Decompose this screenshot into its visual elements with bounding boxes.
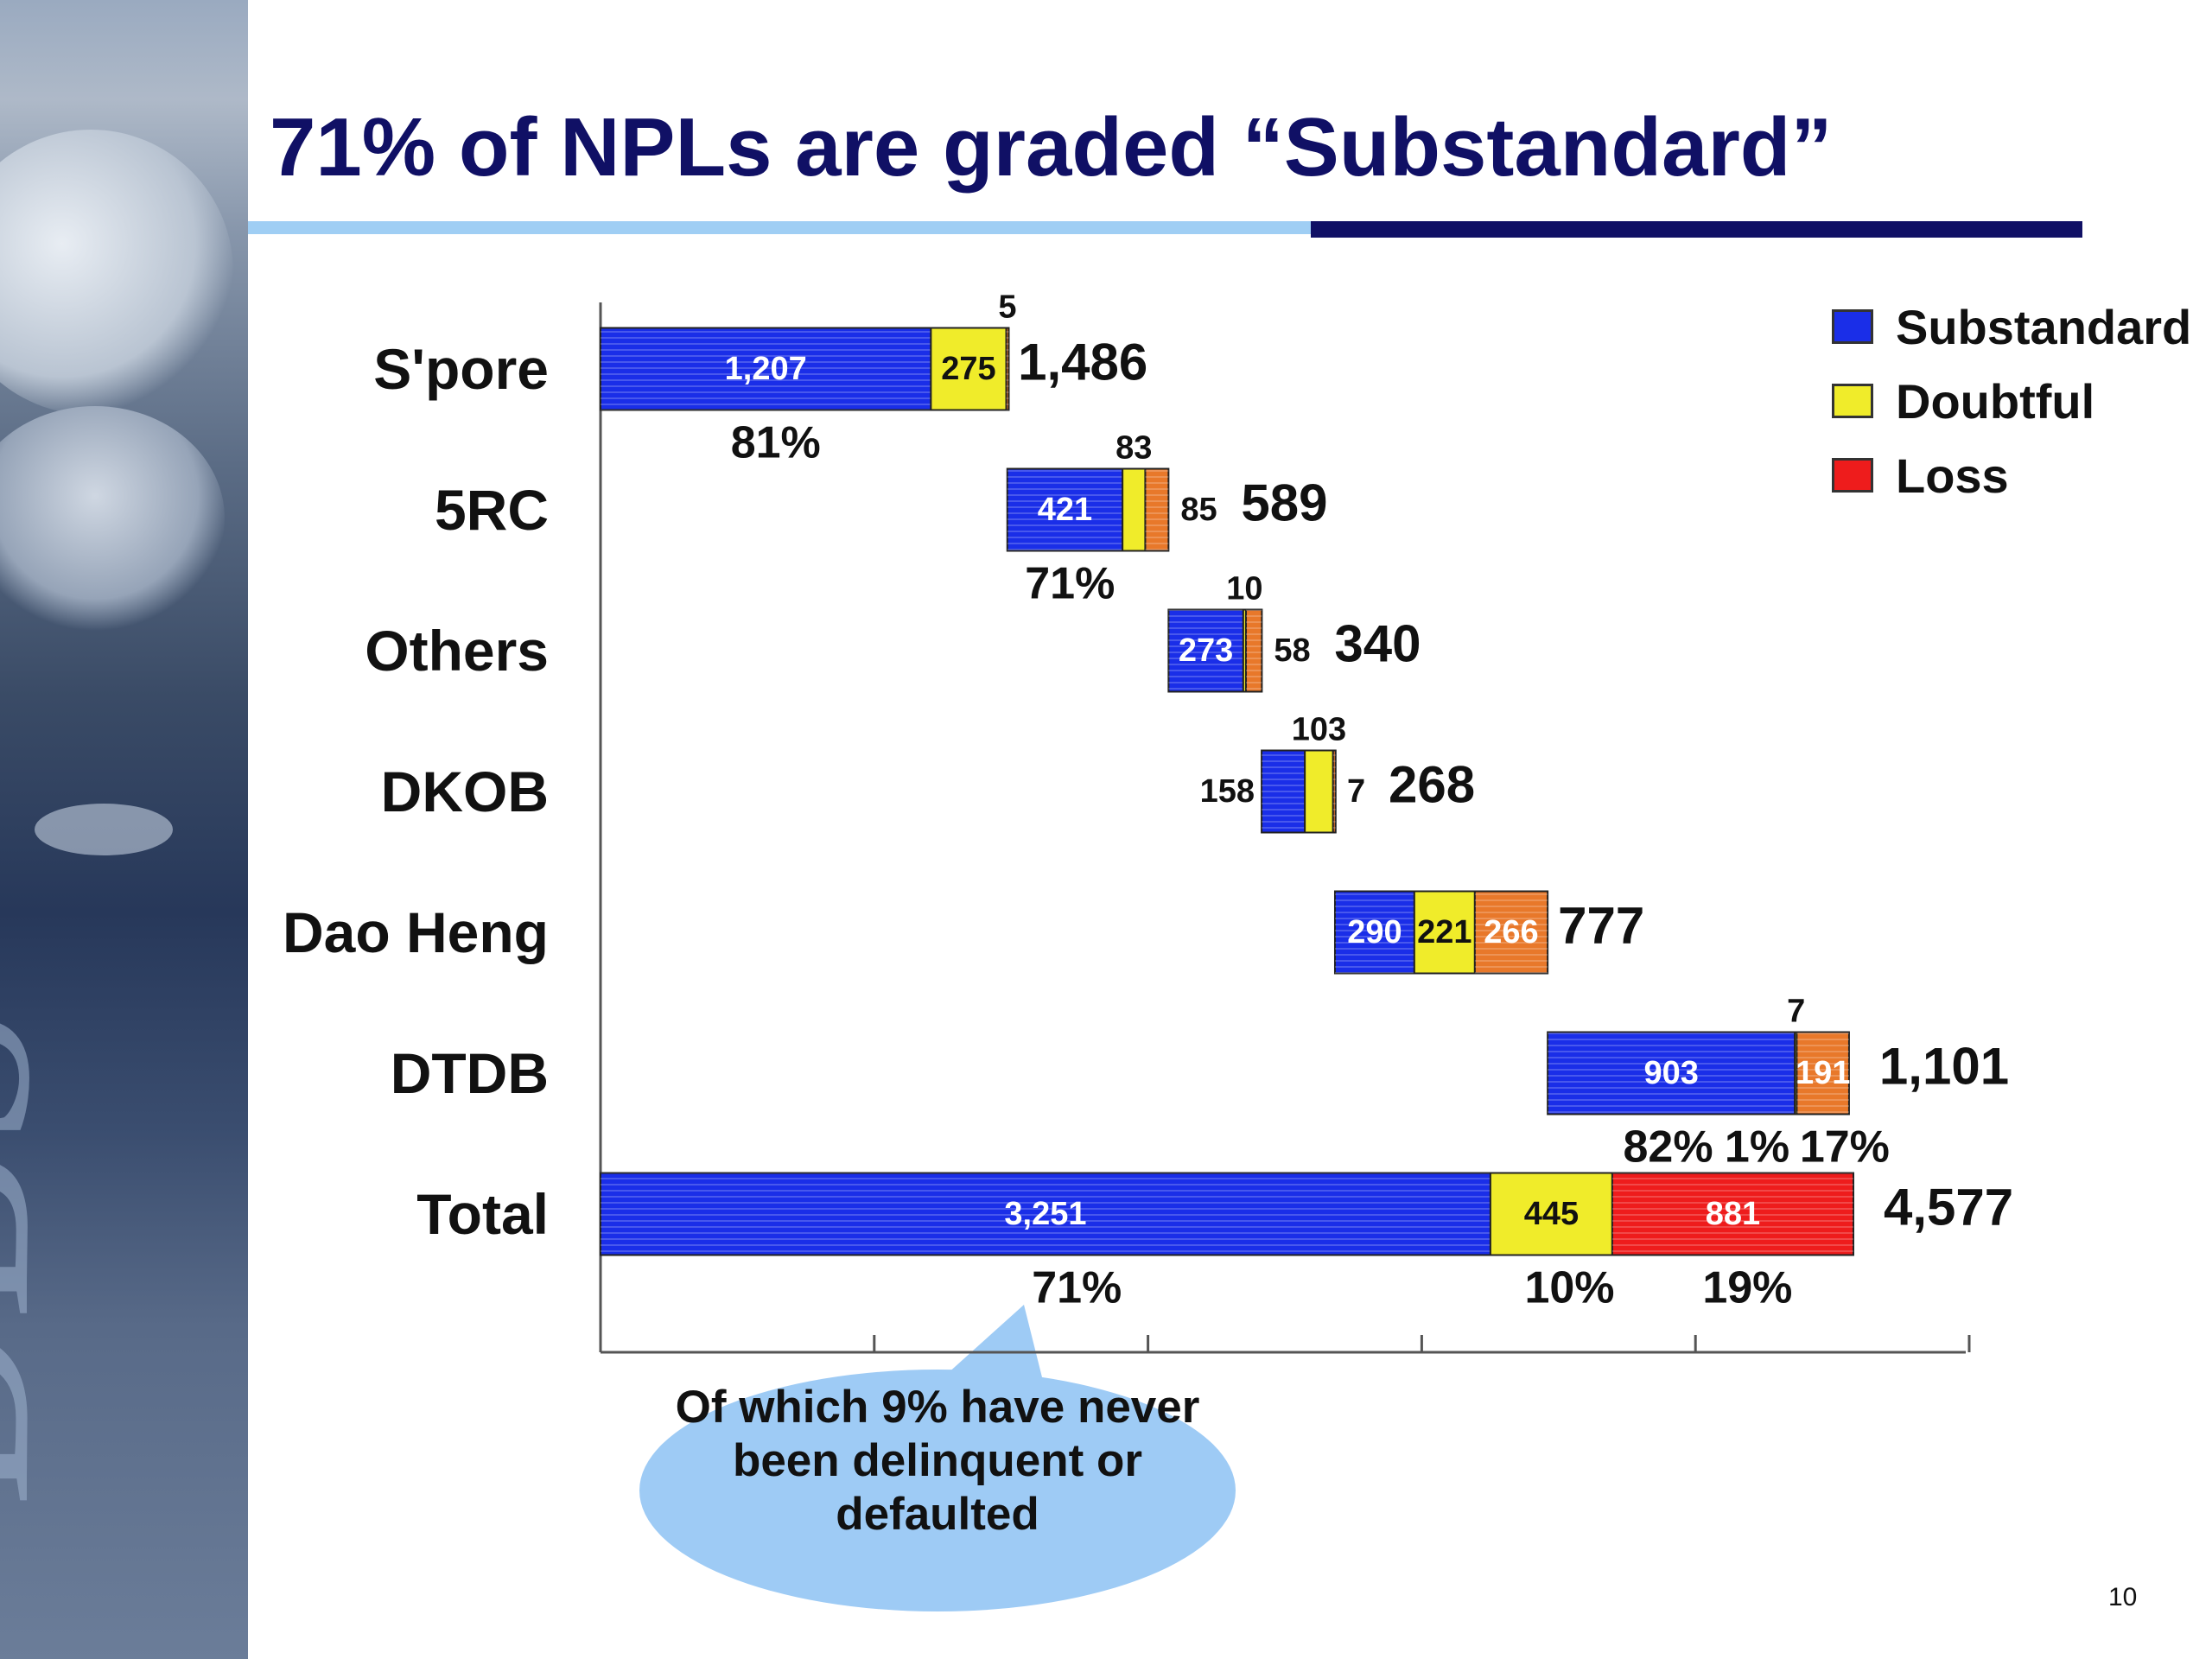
data-label: 5 <box>998 289 1016 326</box>
data-label: 290 <box>1347 914 1402 950</box>
percent-label: 82% <box>1623 1122 1713 1173</box>
bar-segment <box>1122 467 1147 552</box>
bar-segment-texture <box>1006 327 1009 410</box>
bar-segment-texture <box>1611 1173 1853 1255</box>
page-number: 10 <box>2108 1583 2138 1611</box>
data-label: 421 <box>1038 492 1092 528</box>
coin-stack-image <box>0 406 225 631</box>
category-label: DTDB <box>391 1041 549 1105</box>
data-label: 275 <box>941 351 995 387</box>
legend-swatch <box>1832 384 1873 418</box>
data-label: 158 <box>1200 773 1255 810</box>
data-label: 273 <box>1179 632 1233 669</box>
percent-label: 10% <box>1524 1263 1614 1313</box>
title-underline-dark <box>1311 221 2082 238</box>
legend-item-doubtful: Doubtful <box>1832 364 2191 438</box>
percent-label: 81% <box>731 418 821 468</box>
data-label: 445 <box>1524 1196 1579 1232</box>
legend-label: Substandard <box>1896 299 2192 354</box>
category-label: 5RC <box>435 478 549 542</box>
callout-bubble <box>639 1305 1236 1611</box>
bar-segment-texture <box>1548 1032 1796 1115</box>
bar-group-others: Others 273 10 58 340 <box>365 571 1421 693</box>
data-label: 7 <box>1787 994 1805 1030</box>
chart-legend: Substandard Doubtful Loss <box>1832 289 2191 512</box>
legend-item-loss: Loss <box>1832 438 2191 512</box>
data-label: 191 <box>1796 1055 1850 1091</box>
bar-group-5rc: 5RC 421 83 85 589 71% <box>435 430 1328 609</box>
percent-label: 17% <box>1800 1122 1890 1173</box>
data-label: 83 <box>1116 430 1152 467</box>
legend-swatch <box>1832 309 1873 344</box>
bar-segment-texture <box>1332 750 1336 833</box>
bar-segment <box>930 327 1007 411</box>
data-label: 103 <box>1292 712 1346 748</box>
data-label: 85 <box>1180 492 1217 528</box>
total-label: 589 <box>1241 474 1327 532</box>
total-label: 4,577 <box>1884 1179 2013 1236</box>
bar-segment-texture <box>601 327 931 410</box>
total-label: 268 <box>1389 756 1475 814</box>
data-label: 58 <box>1274 632 1310 669</box>
percent-label: 71% <box>1025 559 1115 609</box>
legend-label: Doubtful <box>1896 373 2095 429</box>
sidebar-highlight <box>35 804 173 855</box>
category-label: DKOB <box>381 760 549 823</box>
bar-segment-texture <box>1246 609 1262 692</box>
callout-text: Of which 9% have never been delinquent o… <box>675 1382 1200 1540</box>
data-label: 221 <box>1417 914 1471 950</box>
data-label: 1,207 <box>725 351 807 387</box>
bar-segment-texture <box>1796 1032 1849 1115</box>
bar-segment <box>1413 890 1476 975</box>
category-label: S'pore <box>373 337 549 401</box>
bar-segment-texture <box>601 1173 1491 1255</box>
bar-segment-texture <box>1168 609 1243 692</box>
percent-label: 19% <box>1702 1263 1792 1313</box>
sidebar-photo-panel: DBS <box>0 0 248 1659</box>
title-underline-light <box>248 221 1311 234</box>
bar-group-total: Total 3,251 445 881 4,577 71% 10% 19% <box>416 1172 2013 1313</box>
total-label: 1,101 <box>1879 1038 2009 1096</box>
callout-pointer <box>938 1305 1046 1391</box>
data-label: 3,251 <box>1004 1196 1086 1232</box>
bar-segment-texture <box>1145 468 1169 551</box>
data-label: 266 <box>1484 914 1538 950</box>
bar-segment-texture <box>1474 891 1548 974</box>
total-label: 777 <box>1558 897 1644 955</box>
legend-swatch <box>1832 458 1873 493</box>
percent-label: 71% <box>1032 1263 1122 1313</box>
slide-title: 71% of NPLs are graded “Substandard” <box>270 101 1833 194</box>
category-label: Others <box>365 619 549 683</box>
data-label: 7 <box>1347 773 1365 810</box>
bar-segment-texture <box>1334 891 1414 974</box>
data-label: 10 <box>1226 571 1262 607</box>
bar-group-dtdb: DTDB 903 7 191 1,101 82% 1% 17% <box>391 994 2009 1173</box>
total-label: 1,486 <box>1018 334 1147 391</box>
bar-segment <box>1304 749 1334 834</box>
bar-segment-texture <box>1262 750 1306 833</box>
bar-segment-texture <box>1007 468 1123 551</box>
legend-label: Loss <box>1896 448 2009 503</box>
data-label: 881 <box>1706 1196 1760 1232</box>
callout-ellipse <box>639 1370 1236 1611</box>
coin-image <box>0 130 233 415</box>
data-label: 903 <box>1643 1055 1698 1091</box>
category-label: Dao Heng <box>283 900 549 964</box>
total-label: 340 <box>1334 615 1421 673</box>
legend-item-substandard: Substandard <box>1832 289 2191 364</box>
percent-label: 1% <box>1725 1122 1789 1173</box>
category-label: Total <box>416 1182 549 1246</box>
bar-group-dao-heng: Dao Heng 290 221 266 777 <box>283 890 1644 975</box>
bar-segment <box>1489 1172 1613 1256</box>
